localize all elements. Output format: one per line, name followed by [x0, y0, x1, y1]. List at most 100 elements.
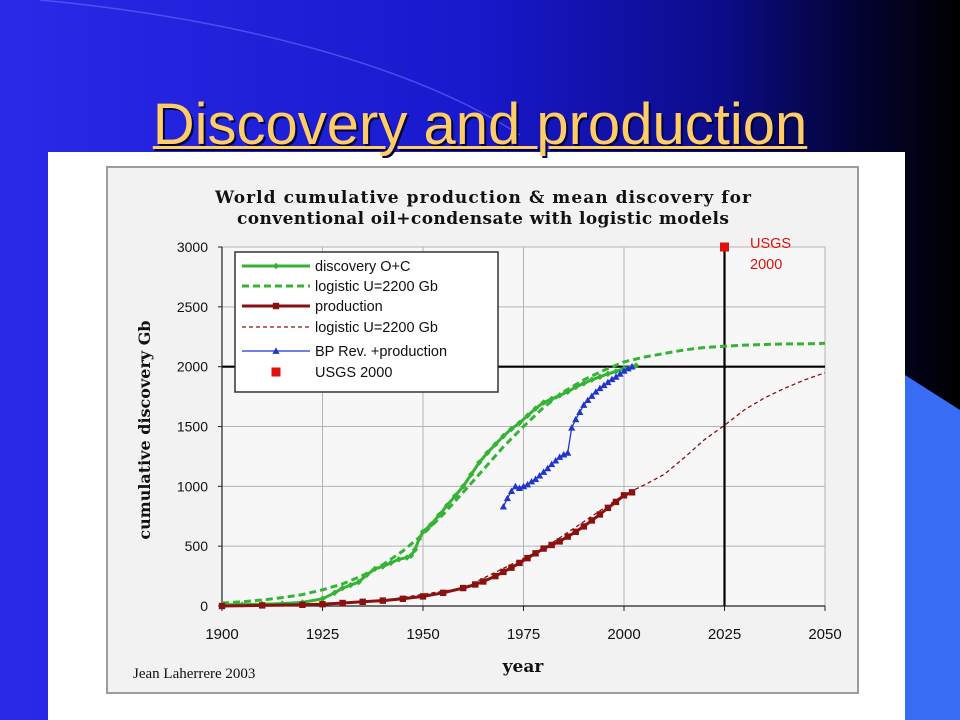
- data-point-discovery-o-c: [379, 563, 386, 570]
- data-point-production: [460, 584, 467, 592]
- data-point-bp-rev-production: [515, 484, 524, 492]
- data-point-discovery-o-c: [604, 370, 612, 378]
- data-point-production: [516, 559, 523, 567]
- legend-samples: [242, 262, 310, 377]
- series-bp-rev-production-4: [499, 363, 636, 510]
- chart-title-line-1: World cumulative production & mean disco…: [214, 188, 752, 208]
- data-point-production: [532, 550, 539, 557]
- data-point-bp-rev-production: [608, 375, 616, 383]
- chart-panel: World cumulative production & mean disco…: [48, 152, 905, 720]
- legend-swatch-marker: [271, 367, 281, 377]
- data-point-bp-rev-production: [600, 381, 608, 389]
- x-tick-label: 1925: [306, 626, 339, 643]
- legend-swatch-marker: [272, 262, 280, 270]
- data-point-production: [492, 572, 499, 580]
- data-point-production: [572, 528, 579, 536]
- data-point-production: [299, 601, 306, 609]
- data-point-discovery-o-c: [516, 419, 523, 427]
- data-point-discovery-o-c: [588, 376, 596, 384]
- legend: discovery O+C logistic U=2200 Gb product…: [234, 251, 499, 393]
- data-point-bp-rev-production: [568, 424, 576, 431]
- data-point-production: [218, 602, 226, 610]
- data-point-production: [540, 545, 547, 552]
- data-point-discovery-o-c: [556, 392, 563, 399]
- y-tick-label: 500: [185, 538, 209, 554]
- data-point-discovery-o-c: [347, 581, 354, 589]
- annotation-line-2: 2000: [750, 257, 782, 273]
- legend-label-production: production: [315, 299, 383, 315]
- data-point-bp-rev-production: [584, 396, 592, 404]
- data-point-bp-rev-production: [604, 378, 612, 386]
- legend-label-discovery: discovery O+C: [315, 259, 411, 275]
- data-point-discovery-o-c: [540, 399, 547, 406]
- legend-swatch-marker: [272, 347, 280, 354]
- data-point-bp-rev-production: [580, 401, 588, 408]
- data-point-bp-rev-production: [552, 457, 560, 464]
- data-point-bp-rev-production: [596, 384, 604, 392]
- data-point-production: [319, 601, 326, 608]
- series-logistic-u-2200-gb-3: [221, 372, 826, 607]
- data-point-production: [359, 598, 366, 606]
- data-point-usgs-2000: [720, 242, 729, 252]
- data-point-discovery-o-c: [419, 528, 427, 536]
- data-point-bp-rev-production: [556, 453, 564, 460]
- data-point-bp-rev-production: [544, 464, 552, 472]
- series-usgs-2000-5: [720, 242, 729, 252]
- data-point-production: [604, 504, 612, 512]
- data-point-discovery-o-c: [524, 412, 531, 419]
- chart: World cumulative production & mean disco…: [106, 166, 859, 694]
- y-tick-label: 2500: [177, 299, 208, 315]
- data-point-production: [472, 581, 479, 588]
- data-point-discovery-o-c: [572, 383, 579, 391]
- slide-title: Discovery and production: [152, 92, 808, 157]
- data-point-discovery-o-c: [548, 395, 555, 403]
- data-point-discovery-o-c: [443, 502, 451, 509]
- data-point-discovery-o-c: [451, 492, 459, 500]
- data-point-production: [439, 589, 447, 597]
- data-point-bp-rev-production: [564, 449, 572, 456]
- data-point-bp-rev-production: [503, 494, 512, 502]
- data-point-production: [564, 533, 571, 540]
- background-accent-shape: [905, 375, 960, 720]
- data-point-production: [508, 564, 515, 571]
- data-point-production: [556, 538, 563, 545]
- data-point-discovery-o-c: [371, 565, 378, 573]
- data-point-bp-rev-production: [560, 451, 568, 458]
- x-tick-label: 2025: [708, 626, 741, 643]
- data-point-production: [580, 523, 587, 530]
- data-point-production: [399, 595, 407, 603]
- data-point-discovery-o-c: [331, 589, 338, 597]
- legend-label-production-logistic: logistic U=2200 Gb: [315, 320, 438, 336]
- data-point-bp-rev-production: [616, 370, 624, 377]
- data-point-bp-rev-production: [511, 482, 520, 490]
- x-axis-label: year: [502, 657, 545, 677]
- x-tick-label: 1950: [406, 626, 439, 643]
- annotation-line-1: USGS: [750, 236, 791, 252]
- data-point-production: [588, 517, 596, 524]
- data-point-production: [379, 597, 386, 604]
- y-tick-label: 0: [200, 598, 208, 614]
- data-point-discovery-o-c: [612, 368, 620, 375]
- data-point-bp-rev-production: [592, 388, 600, 395]
- data-point-discovery-o-c: [435, 511, 443, 519]
- data-point-bp-rev-production: [588, 392, 596, 399]
- x-tick-label: 1975: [507, 626, 540, 643]
- series-layer: [218, 242, 826, 610]
- data-point-bp-rev-production: [519, 482, 528, 490]
- legend-label-bp: BP Rev. +production: [315, 344, 447, 360]
- axis-ticks: 1900 1925 1950 1975 2000 2025 2050 0 500 1000 1500…: [177, 239, 842, 643]
- data-point-bp-rev-production: [620, 367, 628, 374]
- data-point-bp-rev-production: [535, 471, 544, 479]
- data-point-production: [612, 498, 620, 506]
- x-tick-label: 2050: [808, 626, 841, 643]
- data-point-discovery-o-c: [415, 535, 423, 543]
- data-point-production: [339, 599, 346, 607]
- background-swoosh: [39, 0, 521, 136]
- chart-title-line-2: conventional oil+condensate with logisti…: [237, 209, 729, 229]
- usgs-annotation: USGS 2000: [750, 236, 791, 273]
- chart-credit: Jean Laherrere 2003: [133, 666, 255, 682]
- data-point-discovery-o-c: [484, 449, 491, 457]
- data-point-discovery-o-c: [500, 432, 507, 440]
- data-point-production: [548, 541, 555, 549]
